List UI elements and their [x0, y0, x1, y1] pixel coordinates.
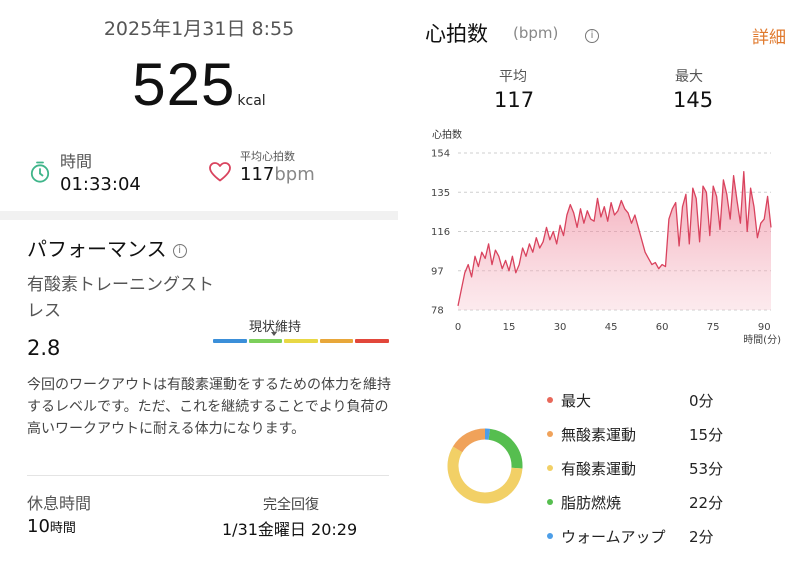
heart-rate-area: [458, 171, 771, 310]
legend-item: 無酸素運動 15分: [547, 422, 787, 456]
avg-heart-rate-stat: 平均心拍数 117bpm: [208, 148, 368, 200]
legend-item: 最大 0分: [547, 388, 787, 422]
donut-slice: [452, 428, 486, 453]
rest-time-value: 10: [27, 516, 50, 537]
legend-item: 脂肪燃焼 22分: [547, 490, 787, 524]
hr-avg-value: 117: [494, 88, 535, 112]
heart-rate-info[interactable]: i: [579, 26, 599, 45]
donut-slice: [488, 428, 523, 469]
summary-panel: 2025年1月31日 8:55 525 kcal 時間 01:33:04 平均心拍…: [0, 0, 398, 572]
scale-segment: [284, 339, 318, 343]
calories-display: 525 kcal: [0, 50, 398, 119]
stopwatch-icon: [30, 161, 50, 183]
section-divider: [0, 211, 398, 220]
x-tick-label: 45: [605, 322, 618, 333]
y-axis-label: 心拍数: [432, 128, 462, 141]
y-tick-label: 116: [431, 227, 450, 238]
legend-color-dot: [547, 397, 553, 403]
legend-zone-minutes: 22分: [689, 494, 724, 512]
info-icon[interactable]: i: [585, 29, 599, 43]
legend-zone-name: ウォームアップ: [561, 528, 666, 546]
workout-datetime: 2025年1月31日 8:55: [103, 18, 295, 40]
x-tick-label: 60: [656, 322, 669, 333]
heart-rate-unit: (bpm): [513, 24, 559, 42]
rest-time-unit: 時間: [49, 521, 76, 536]
hr-avg-label: 平均: [499, 69, 527, 85]
x-axis-label: 時間(分): [743, 334, 781, 346]
performance-description: 今回のワークアウトは有酸素運動をするための体力を維持するレベルです。ただ、これを…: [27, 377, 391, 437]
hr-max-label: 最大: [675, 69, 703, 85]
detail-link[interactable]: 詳細: [752, 28, 786, 48]
y-tick-label: 97: [431, 266, 444, 277]
avg-heart-rate-label: 平均心拍数: [240, 150, 295, 163]
aerobic-stress-value: 2.8: [27, 336, 61, 360]
heart-rate-line: [457, 170, 772, 307]
training-status-label: 現状維持: [249, 320, 302, 335]
x-tick-label: 0: [455, 322, 461, 333]
full-recovery-value: 1/31金曜日 20:29: [222, 520, 358, 539]
rest-time-value-row: 10時間: [27, 516, 76, 537]
scale-segment: [248, 339, 283, 343]
legend-zone-minutes: 0分: [689, 392, 714, 410]
rest-time-label: 休息時間: [27, 494, 92, 513]
x-tick-label: 30: [554, 322, 567, 333]
calories-unit: kcal: [237, 93, 266, 109]
status-pointer-icon: [271, 332, 277, 336]
duration-stat: 時間 01:33:04: [28, 148, 188, 200]
legend-zone-name: 最大: [561, 392, 592, 410]
legend-zone-name: 無酸素運動: [561, 426, 637, 444]
avg-heart-rate-unit: bpm: [274, 164, 315, 185]
y-tick-label: 154: [431, 149, 450, 160]
duration-label: 時間: [60, 152, 93, 171]
performance-title-text: パフォーマンス: [27, 237, 167, 261]
avg-heart-rate-value: 117: [240, 164, 275, 185]
x-tick-label: 15: [503, 322, 516, 333]
y-tick-label: 135: [431, 188, 450, 199]
aerobic-stress-label: 有酸素トレーニングストレス: [27, 275, 214, 321]
legend-zone-name: 有酸素運動: [561, 460, 637, 478]
heart-rate-zone-donut: [447, 428, 523, 504]
heart-icon: [209, 162, 231, 182]
legend-color-dot: [547, 431, 553, 437]
legend-zone-minutes: 2分: [689, 528, 714, 546]
legend-zone-minutes: 53分: [689, 460, 724, 478]
duration-value: 01:33:04: [60, 174, 141, 195]
y-tick-label: 78: [431, 306, 444, 317]
legend-zone-name: 脂肪燃焼: [561, 494, 622, 512]
x-tick-label: 90: [758, 322, 771, 333]
performance-title: パフォーマンス i: [27, 233, 187, 262]
legend-color-dot: [547, 465, 553, 471]
hr-max-value: 145: [673, 88, 714, 112]
donut-slice: [447, 446, 523, 504]
training-status-scale: [213, 339, 389, 343]
legend-item: ウォームアップ 2分: [547, 524, 787, 558]
heart-rate-title: 心拍数: [425, 22, 488, 46]
divider: [27, 475, 389, 476]
full-recovery-label: 完全回復: [263, 497, 319, 513]
scale-segment: [213, 339, 247, 343]
heart-rate-panel: 心拍数 (bpm) i 詳細 平均 117 最大 145 心拍数 154 135 11…: [405, 0, 800, 572]
scale-segment: [319, 339, 354, 343]
x-tick-label: 75: [707, 322, 720, 333]
legend-zone-minutes: 15分: [689, 426, 724, 444]
scale-segment: [355, 339, 389, 343]
calories-value: 525: [132, 51, 236, 118]
legend-color-dot: [547, 533, 553, 539]
avg-heart-rate-value-row: 117bpm: [240, 164, 315, 185]
info-icon[interactable]: i: [172, 244, 187, 258]
legend-color-dot: [547, 499, 553, 505]
legend-item: 有酸素運動 53分: [547, 456, 787, 490]
